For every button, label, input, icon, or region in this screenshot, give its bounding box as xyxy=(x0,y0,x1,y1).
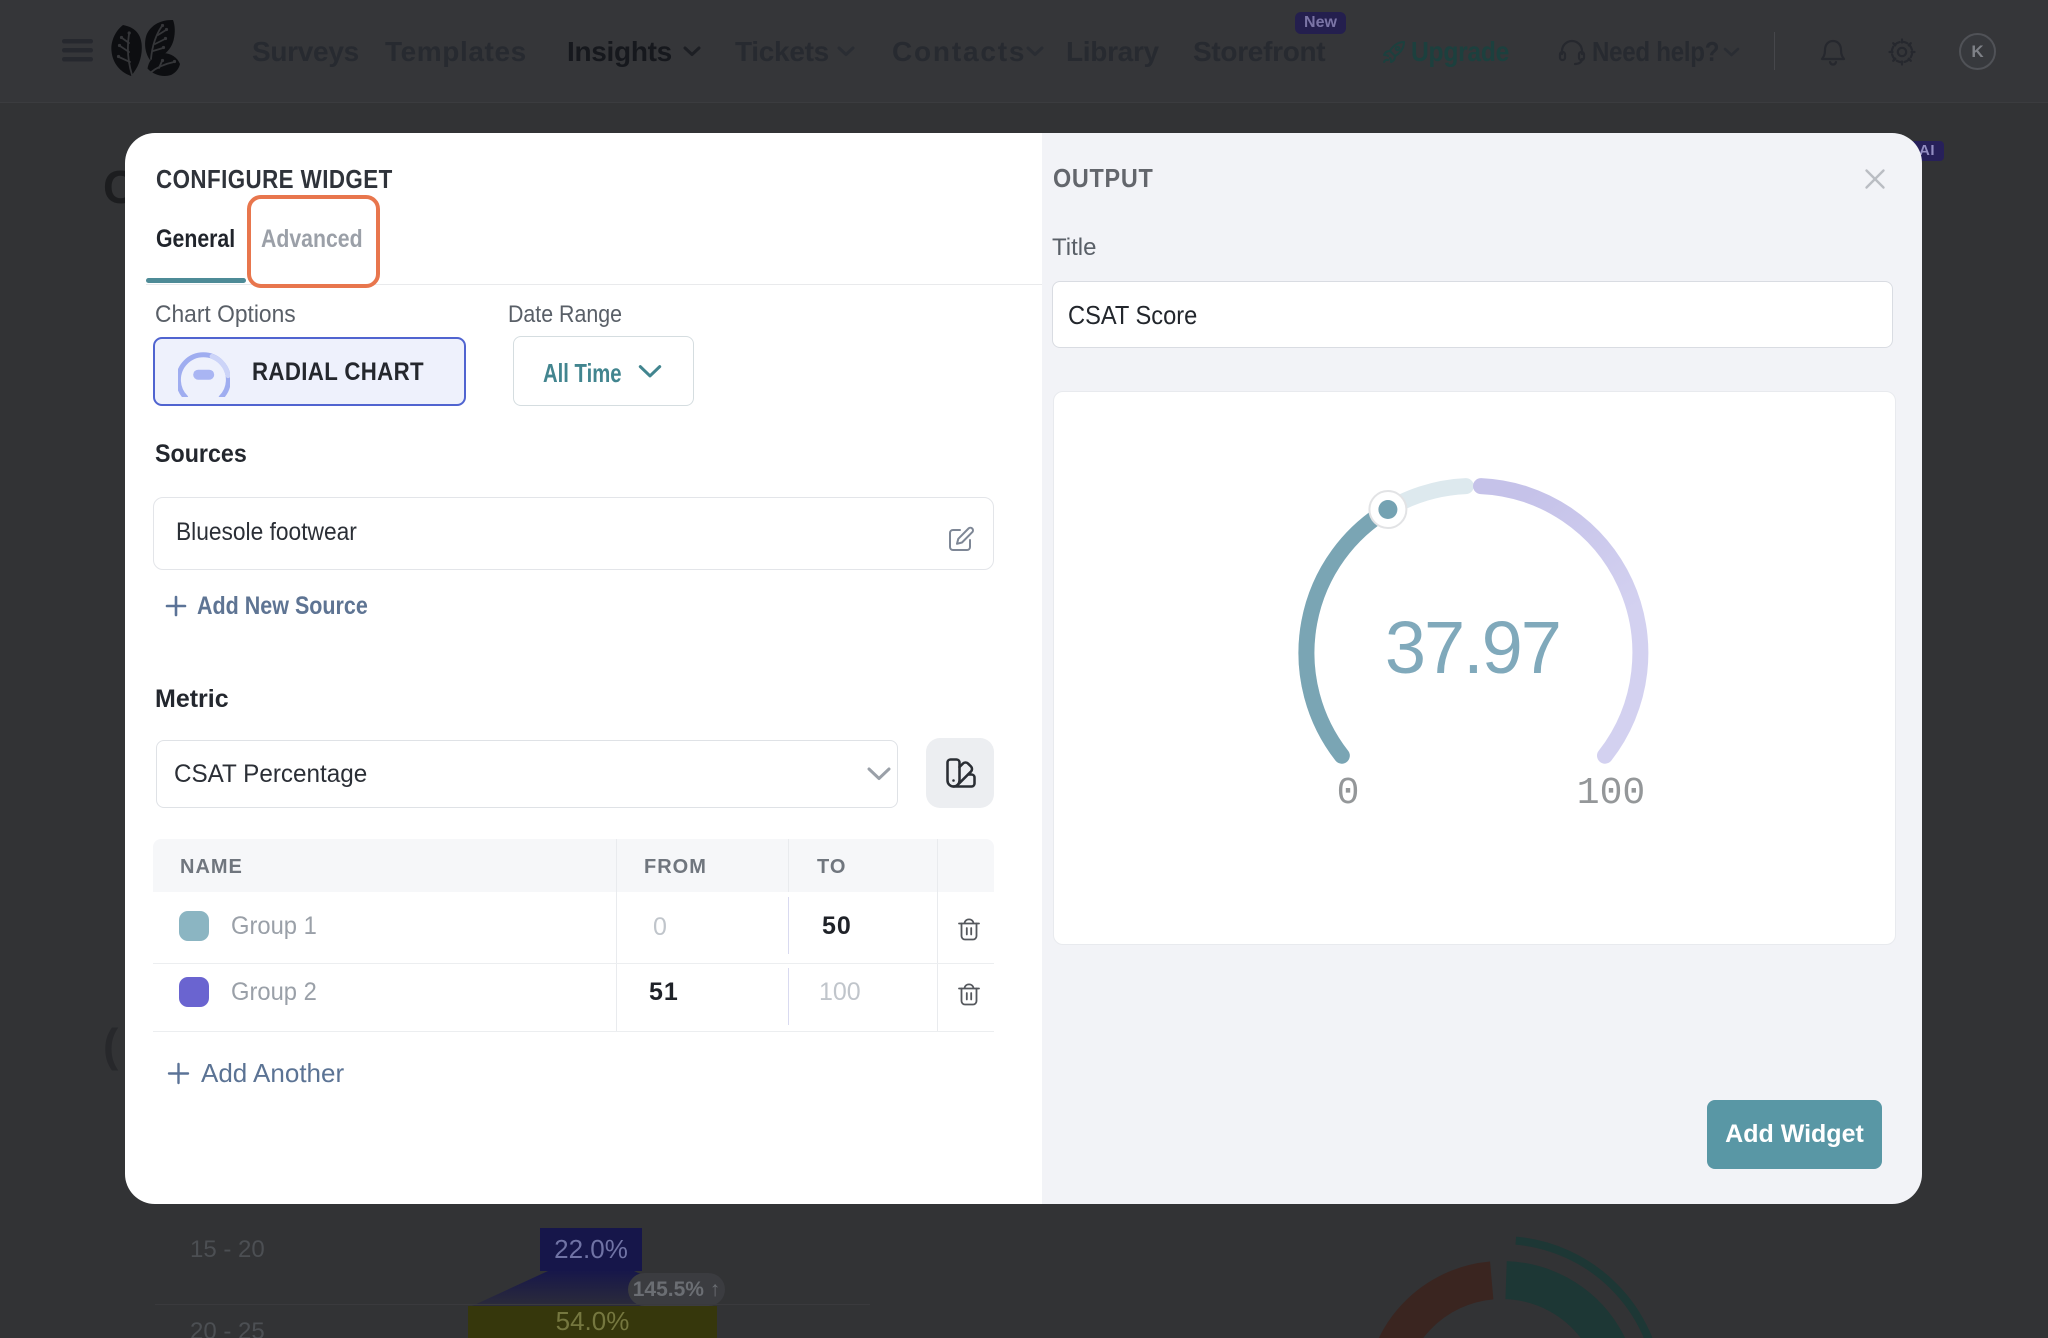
svg-text:37.97: 37.97 xyxy=(1384,606,1561,689)
svg-text:0: 0 xyxy=(1336,772,1359,815)
svg-text:100: 100 xyxy=(1576,772,1644,815)
